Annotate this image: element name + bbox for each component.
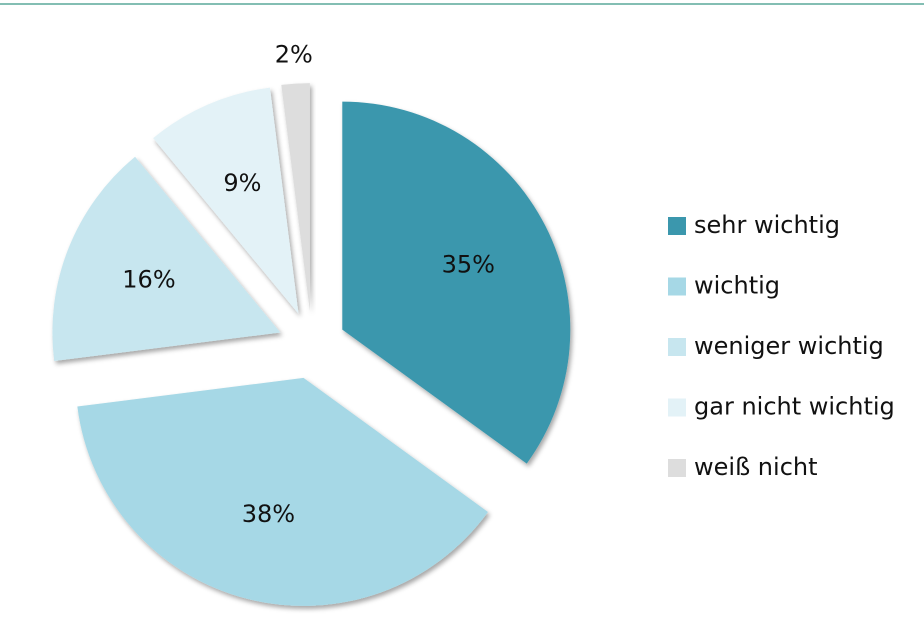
pie-slice: [153, 87, 299, 314]
data-label: 16%: [122, 265, 175, 293]
data-label: 35%: [442, 250, 495, 278]
legend-label: wichtig: [694, 272, 780, 300]
legend-label: sehr wichtig: [694, 211, 840, 239]
data-label: 2%: [275, 41, 313, 69]
legend-swatch: [668, 338, 686, 356]
legend-swatch: [668, 459, 686, 477]
data-label: 38%: [242, 500, 295, 528]
legend-label: weiß nicht: [694, 453, 818, 481]
legend-label: weniger wichtig: [694, 332, 884, 360]
pie-slice: [77, 377, 489, 606]
pie-slice: [52, 156, 281, 362]
data-label: 9%: [223, 169, 261, 197]
legend-swatch: [668, 277, 686, 296]
pie-slice: [281, 83, 310, 312]
pie-slice: [342, 101, 571, 464]
legend-label: gar nicht wichtig: [694, 393, 895, 421]
pie: [52, 83, 571, 606]
legend-swatch: [668, 217, 686, 235]
legend-swatch: [668, 398, 686, 417]
